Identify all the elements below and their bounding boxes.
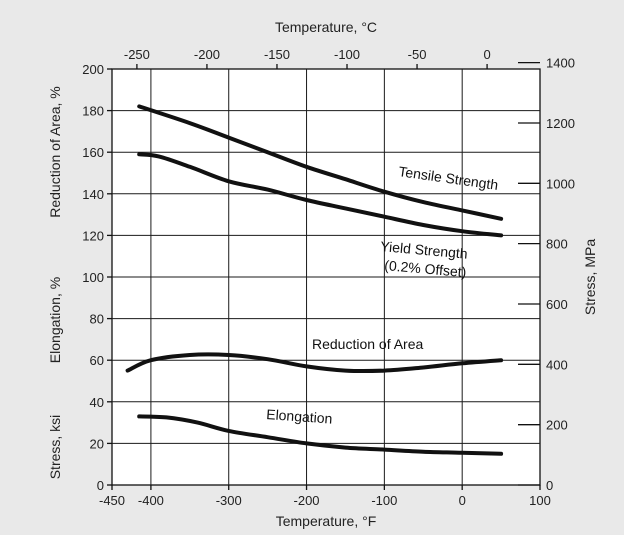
tick-label-right-1: 200: [546, 418, 568, 433]
series-elongation: [137, 414, 504, 456]
tick-labels: -450 -400 -300 -200 -100 0 1000204060801001201…: [82, 47, 575, 508]
series-tensile-strength: [137, 104, 504, 221]
series-yield-strength-0-2-offset: [137, 152, 504, 238]
tick-label-bottom-0: -450: [99, 493, 125, 508]
tick-label-left-4: 80: [90, 312, 104, 327]
tick-label-left-2: 40: [90, 395, 104, 410]
axis-ticks: [107, 62, 541, 490]
tick-label-right-6: 1200: [546, 116, 575, 131]
top-axis-title: Temperature, °C: [275, 19, 377, 35]
tick-label-top-2: -150: [264, 47, 290, 62]
left-axis-title-stress: Stress, ksi: [47, 415, 63, 480]
tick-label-left-1: 20: [90, 436, 104, 451]
elongation-label: Elongation: [266, 406, 333, 427]
tick-label-left-7: 140: [82, 187, 104, 202]
tick-label-top-3: -100: [334, 47, 360, 62]
tick-label-right-5: 1000: [546, 176, 575, 191]
bottom-axis-title: Temperature, °F: [276, 513, 377, 529]
tick-label-top-0: -250: [124, 47, 150, 62]
tick-label-bottom-1: -400: [138, 493, 164, 508]
yield-strength-label-line2: (0.2% Offset): [384, 257, 467, 280]
tick-label-left-8: 160: [82, 145, 104, 160]
tick-label-top-1: -200: [194, 47, 220, 62]
tick-label-left-9: 180: [82, 104, 104, 119]
tick-label-left-3: 60: [90, 353, 104, 368]
tick-label-left-10: 200: [82, 62, 104, 77]
tick-label-right-0: 0: [546, 478, 553, 493]
tick-label-bottom-3: -200: [294, 493, 320, 508]
tick-label-left-6: 120: [82, 228, 104, 243]
right-axis-title: Stress, MPa: [582, 239, 598, 315]
tick-label-bottom-2: -300: [216, 493, 242, 508]
tick-label-bottom-5: 0: [459, 493, 466, 508]
tick-label-bottom-4: -100: [371, 493, 397, 508]
tick-label-bottom-6: 100: [529, 493, 551, 508]
tick-label-right-7: 1400: [546, 56, 575, 71]
tick-label-top-5: 0: [483, 47, 490, 62]
tick-label-right-4: 800: [546, 237, 568, 252]
series-reduction-of-area: [125, 352, 504, 374]
data-series: [125, 104, 504, 456]
left-axis-title-reduction-of-area: Reduction of Area, %: [47, 86, 63, 218]
tick-label-left-5: 100: [82, 270, 104, 285]
tick-label-right-2: 400: [546, 357, 568, 372]
left-axis-title-elongation: Elongation, %: [47, 277, 63, 363]
reduction-of-area-label: Reduction of Area: [312, 336, 424, 352]
tick-label-left-0: 0: [97, 478, 104, 493]
yield-strength-label-line1: Yield Strength: [380, 238, 468, 262]
tick-label-right-3: 600: [546, 297, 568, 312]
tick-label-top-4: -50: [408, 47, 427, 62]
